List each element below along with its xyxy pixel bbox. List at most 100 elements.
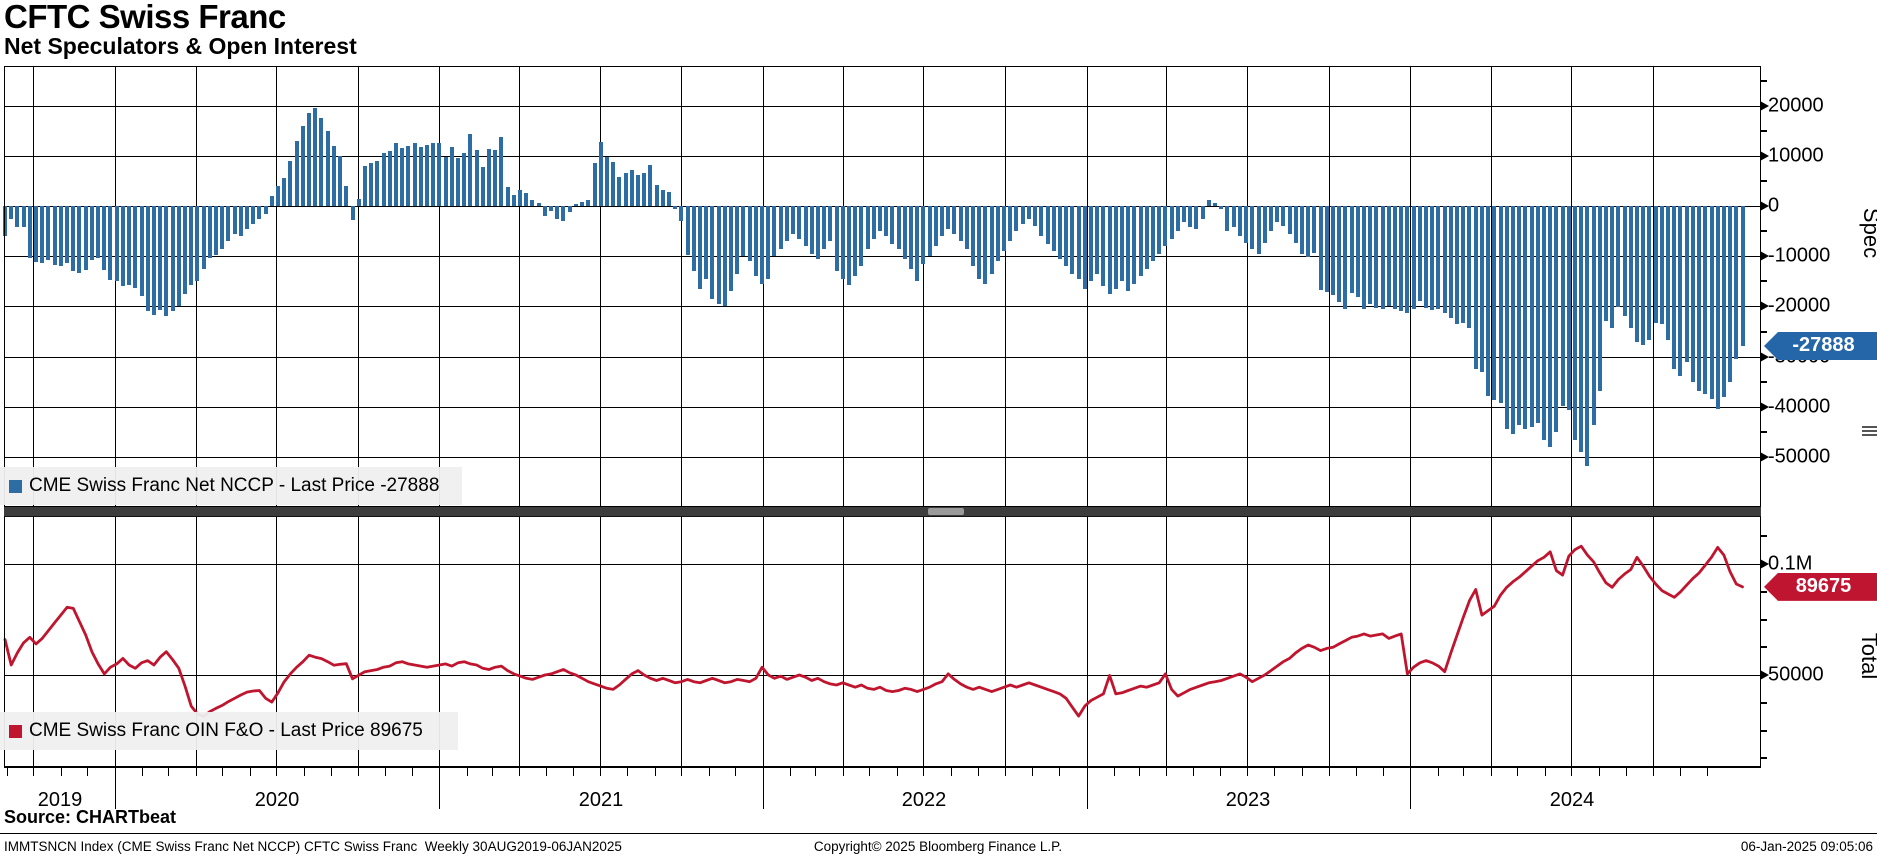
net-position-bar bbox=[524, 192, 529, 206]
net-position-bar bbox=[307, 113, 312, 206]
net-position-bar bbox=[971, 206, 976, 267]
net-position-bar bbox=[182, 206, 187, 294]
net-position-bar bbox=[1188, 206, 1193, 228]
net-position-bar bbox=[1585, 206, 1590, 467]
net-position-bar bbox=[257, 206, 262, 219]
net-position-bar bbox=[431, 142, 436, 206]
net-position-bar bbox=[561, 206, 566, 221]
net-position-bar bbox=[151, 206, 156, 315]
net-position-bar bbox=[1200, 206, 1205, 219]
net-position-bar bbox=[1194, 206, 1199, 229]
footer-datetime: 06-Jan-2025 09:05:06 bbox=[1740, 839, 1873, 854]
net-position-bar bbox=[102, 206, 107, 270]
separator-drag-handle[interactable] bbox=[928, 508, 964, 515]
net-position-bar bbox=[952, 206, 957, 234]
net-position-bar bbox=[1151, 206, 1156, 262]
legend-label: CME Swiss Franc OIN F&O - Last Price 896… bbox=[29, 720, 423, 741]
gridline-h bbox=[4, 457, 1760, 458]
net-position-bar bbox=[1641, 206, 1646, 346]
net-position-bar bbox=[1659, 206, 1664, 325]
x-axis-year-tick bbox=[439, 767, 440, 809]
net-position-bar bbox=[549, 206, 554, 211]
net-position-bar bbox=[344, 185, 349, 206]
legend-oin-fo[interactable]: CME Swiss Franc OIN F&O - Last Price 896… bbox=[0, 712, 458, 750]
y-axis-minor-tick bbox=[1760, 230, 1767, 233]
net-position-bar bbox=[791, 206, 796, 234]
net-position-bar bbox=[1436, 206, 1441, 310]
gridline-v bbox=[439, 66, 440, 506]
legend-net-nccp[interactable]: CME Swiss Franc Net NCCP - Last Price -2… bbox=[0, 467, 462, 505]
net-position-bar bbox=[890, 206, 895, 244]
net-position-bar bbox=[9, 206, 14, 219]
y-axis-major-tick-icon bbox=[1760, 150, 1769, 161]
gridline-h bbox=[4, 407, 1760, 408]
last-price-badge-total: 89675 bbox=[1764, 572, 1877, 601]
net-position-bar bbox=[263, 206, 268, 214]
net-position-bar bbox=[480, 166, 485, 206]
net-position-bar bbox=[1026, 206, 1031, 219]
axis-grip-icon[interactable] bbox=[1862, 426, 1877, 428]
y-axis-major-tick-icon bbox=[1760, 670, 1769, 680]
net-position-bar bbox=[145, 206, 150, 312]
net-position-bar bbox=[282, 178, 287, 206]
net-position-bar bbox=[220, 206, 225, 249]
x-axis-month-tick bbox=[681, 767, 682, 776]
net-position-bar bbox=[1275, 206, 1280, 223]
net-position-bar bbox=[1045, 206, 1050, 244]
chart-title: CFTC Swiss Franc bbox=[4, 0, 286, 35]
net-position-bar bbox=[623, 173, 628, 206]
net-position-bar bbox=[1256, 206, 1261, 255]
net-position-bar bbox=[288, 160, 293, 206]
net-position-bar bbox=[58, 206, 63, 267]
net-position-bar bbox=[884, 206, 889, 237]
y-axis-label: -40000 bbox=[1768, 395, 1831, 418]
x-axis-month-tick bbox=[1005, 767, 1006, 776]
net-position-bar bbox=[1628, 206, 1633, 328]
net-position-bar bbox=[1399, 206, 1404, 311]
y-axis-major-tick-icon bbox=[1760, 100, 1769, 111]
x-axis-month-tick bbox=[467, 767, 468, 776]
x-axis-month-tick bbox=[627, 767, 628, 776]
net-position-bar bbox=[679, 206, 684, 222]
net-position-bar bbox=[1709, 206, 1714, 400]
net-position-bar bbox=[1119, 206, 1124, 282]
gridline-h bbox=[4, 206, 1760, 207]
chart-subtitle: Net Speculators & Open Interest bbox=[4, 33, 357, 59]
net-position-bar bbox=[1132, 206, 1137, 284]
gridline-v bbox=[519, 66, 520, 506]
net-position-bar bbox=[381, 153, 386, 206]
gridline-v bbox=[1653, 66, 1654, 506]
net-position-bar bbox=[1529, 206, 1534, 427]
x-axis-month-tick bbox=[1114, 767, 1115, 776]
net-position-bar bbox=[1486, 206, 1491, 397]
net-position-bar bbox=[741, 206, 746, 257]
net-position-bar bbox=[1579, 206, 1584, 453]
panel-separator[interactable] bbox=[4, 506, 1761, 517]
net-position-bar bbox=[1287, 206, 1292, 235]
x-axis-month-tick bbox=[142, 767, 143, 776]
net-position-bar bbox=[1057, 206, 1062, 259]
x-axis-month-tick bbox=[1302, 767, 1303, 776]
axis-grip-icon[interactable] bbox=[1862, 430, 1877, 432]
net-position-bar bbox=[1250, 206, 1255, 250]
net-position-bar bbox=[294, 140, 299, 206]
y-axis-label: 10000 bbox=[1768, 144, 1824, 167]
net-position-bar bbox=[1510, 206, 1515, 434]
net-position-bar bbox=[1635, 206, 1640, 342]
axis-grip-icon[interactable] bbox=[1862, 434, 1877, 436]
y-axis-minor-tick bbox=[1760, 757, 1767, 760]
x-axis-month-tick bbox=[304, 767, 305, 776]
net-position-bar bbox=[1281, 206, 1286, 226]
net-position-bar bbox=[1740, 206, 1745, 346]
net-position-bar bbox=[34, 206, 39, 263]
net-position-bar bbox=[350, 206, 355, 220]
x-axis-month-tick bbox=[168, 767, 169, 776]
net-position-bar bbox=[1430, 206, 1435, 311]
net-position-bar bbox=[195, 206, 200, 282]
net-position-bar bbox=[1206, 199, 1211, 206]
y-axis-label: 0.1M bbox=[1768, 552, 1813, 575]
gridline-v bbox=[1571, 517, 1572, 767]
net-position-bar bbox=[449, 146, 454, 206]
net-position-bar bbox=[902, 206, 907, 259]
gridline-h bbox=[4, 564, 1760, 565]
